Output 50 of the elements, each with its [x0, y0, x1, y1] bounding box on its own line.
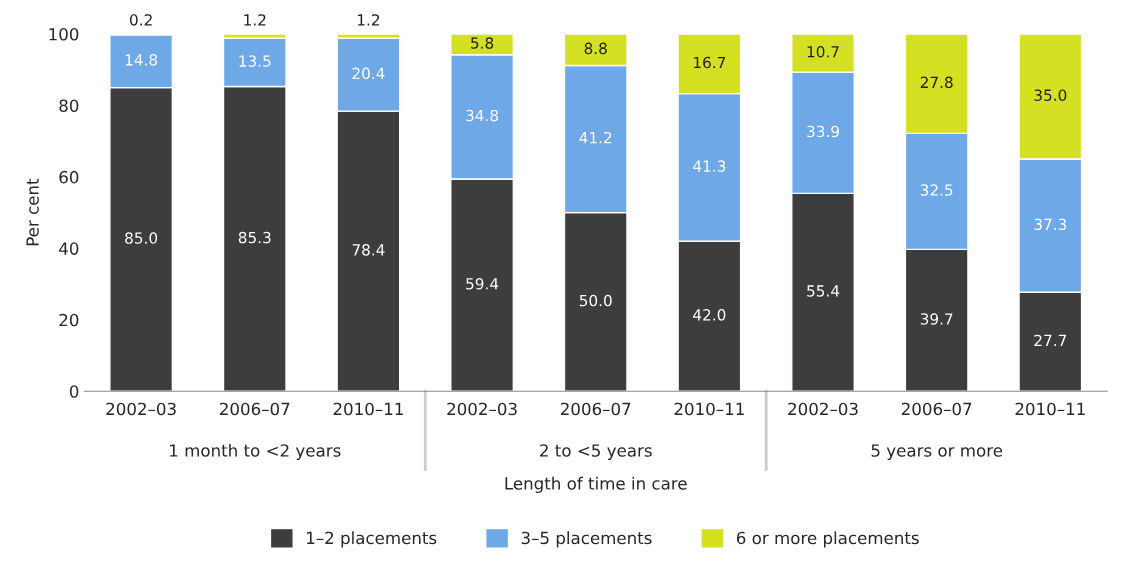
text: 5 years or more	[871, 444, 1003, 461]
x-tick-label: 2006–07	[560, 402, 631, 416]
legend-label: 1–2 placements	[307, 531, 437, 548]
x-tick-label: 2002–03	[788, 402, 858, 416]
data-label: 59.4	[466, 278, 499, 290]
data-label: 41.2	[579, 131, 612, 144]
data-label: 1.2	[357, 14, 380, 26]
data-label: 50.0	[579, 294, 612, 307]
x-tick-label: 2010–11	[1015, 402, 1085, 416]
y-tick-label: 20	[59, 313, 79, 327]
data-label: 16.7	[694, 56, 726, 69]
x-tick-label: 2010–11	[333, 402, 403, 416]
data-label: 32.5	[920, 184, 953, 196]
data-label: 55.4	[807, 285, 840, 297]
text: 2 to <5 years	[540, 444, 652, 461]
x-tick-label: 2006–07	[220, 402, 290, 416]
x-tick-label: 2002–03	[106, 402, 176, 416]
data-label: 27.7	[1034, 334, 1067, 346]
data-label: 20.4	[352, 67, 385, 80]
y-tick-label: 80	[59, 99, 79, 113]
data-label: 14.8	[125, 54, 158, 66]
x-tick-label: 2010–11	[674, 402, 744, 416]
data-label: 0.2	[129, 14, 152, 26]
y-axis-title: Per cent	[26, 178, 39, 246]
data-label: 85.3	[238, 231, 271, 244]
data-label: 10.7	[807, 46, 839, 58]
legend-label: 6 or more placements	[736, 531, 919, 548]
y-tick-label: 40	[59, 242, 79, 255]
data-label: 5.8	[471, 37, 494, 49]
data-label: 1.2	[244, 14, 266, 26]
data-label: 85.0	[125, 232, 158, 244]
data-label: 27.8	[920, 76, 953, 89]
data-label: 39.7	[920, 313, 953, 325]
data-label: 33.9	[807, 125, 839, 138]
data-label: 78.4	[352, 244, 385, 256]
data-label: 41.3	[693, 160, 726, 172]
x-tick-label: 2006–07	[901, 402, 972, 416]
data-label: 13.5	[239, 55, 271, 67]
y-tick-label: 60	[59, 170, 79, 184]
data-label: 8.8	[584, 42, 607, 55]
y-tick-label: 0	[69, 385, 79, 398]
y-tick-label: 100	[49, 27, 79, 41]
x-axis-title: Length of time in care	[505, 476, 687, 493]
text: 1 month to <2 years	[170, 443, 341, 461]
data-label: 34.8	[466, 109, 499, 122]
data-label: 42.0	[693, 309, 726, 321]
data-label: 37.3	[1034, 218, 1067, 231]
x-tick-label: 2002–03	[447, 402, 517, 416]
data-label: 35.0	[1034, 89, 1067, 101]
legend-label: 3–5 placements	[521, 531, 652, 548]
